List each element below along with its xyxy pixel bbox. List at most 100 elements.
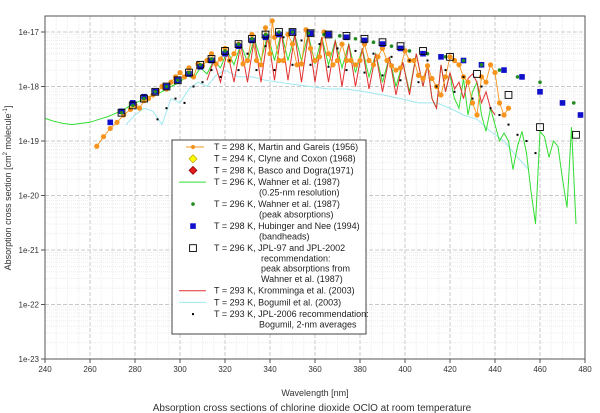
data-point-dot	[337, 34, 342, 38]
data-point-circle	[442, 74, 449, 80]
series-8	[125, 69, 530, 170]
data-point-square	[559, 100, 566, 106]
legend-entry: T = 296 K, Wahner et al. (1987)(peak abs…	[191, 199, 340, 219]
x-tick-label: 360	[308, 365, 322, 374]
legend-label-continued: peak absorptions from	[261, 264, 350, 274]
data-point-circle	[190, 144, 196, 150]
data-point-dot	[497, 68, 502, 72]
legend-entries: T = 298 K, Martin and Gareis (1956) T = 2…	[179, 142, 369, 329]
data-point-circle	[258, 62, 264, 68]
data-point-circle	[240, 61, 246, 67]
data-point-open-square	[396, 42, 405, 51]
data-point-small-dot	[318, 43, 321, 46]
legend-box	[171, 139, 367, 335]
data-point-circle	[217, 56, 224, 62]
data-point-circle	[312, 57, 318, 64]
y-tick-label: 1e-23	[19, 355, 40, 364]
legend-label: T = 293 K, JPL-2006 recommendation:	[214, 309, 369, 319]
data-point-square	[325, 31, 332, 38]
legend-label: T = 293 K, Kromminga et al. (2003)	[214, 286, 355, 296]
data-point-circle	[357, 57, 363, 64]
data-point-circle	[114, 119, 120, 125]
data-point-square	[577, 112, 584, 118]
data-point-circle	[352, 62, 359, 68]
data-point-square	[197, 63, 204, 70]
data-point-circle	[384, 57, 390, 64]
data-point-circle	[177, 69, 183, 76]
data-point-open-square	[536, 123, 544, 131]
series-3	[44, 31, 577, 225]
data-point-circle	[366, 57, 372, 64]
data-point-open-square	[419, 47, 427, 55]
x-tick-label: 240	[38, 365, 52, 374]
legend-label-continued: (peak absorptions)	[259, 209, 334, 219]
legend-entry: T = 294 K, Clyne and Coxon (1968)	[188, 154, 356, 164]
data-point-small-dot	[462, 75, 465, 78]
data-point-square	[222, 50, 228, 57]
data-point-square	[141, 93, 147, 100]
y-axis-title-sup2: -1	[3, 107, 9, 113]
data-point-circle	[276, 57, 282, 64]
x-tick-label: 340	[263, 365, 277, 374]
legend-label-continued: (bandheads)	[259, 231, 310, 241]
data-point-circle	[289, 41, 296, 47]
data-point-open-square	[261, 30, 270, 39]
data-point-small-dot	[489, 107, 492, 110]
data-point-dot	[198, 63, 203, 67]
y-tick-label: 1e-18	[19, 83, 40, 92]
data-point-circle	[465, 79, 471, 85]
x-tick-label: 300	[173, 365, 187, 374]
data-point-circle	[474, 112, 480, 118]
data-point-open-square	[173, 76, 182, 85]
x-tick-label: 380	[353, 365, 367, 374]
data-point-circle	[438, 92, 444, 98]
data-point-small-dot	[228, 59, 231, 62]
y-tick-label: 1e-19	[19, 137, 40, 146]
x-tick-label: 280	[128, 365, 142, 374]
data-point-small-dot	[156, 118, 159, 121]
data-point-small-dot	[291, 63, 294, 66]
y-axis: 1e-17 1e-18 1e-19 1e-20 1e-21 1e-22 1e-23	[19, 28, 45, 364]
data-point-circle	[244, 57, 251, 64]
data-point-circle	[393, 67, 399, 73]
data-point-square	[107, 119, 114, 126]
legend-entry: T = 296 K, Wahner et al. (1987)(0.25-nm …	[179, 177, 340, 197]
chart-title: Absorption cross sections of chlorine di…	[153, 403, 472, 413]
data-point-small-dot	[435, 85, 438, 88]
data-point-open-square	[288, 28, 297, 36]
data-point-small-dot	[480, 85, 483, 88]
data-point-square	[343, 34, 350, 41]
data-point-dot	[277, 30, 281, 34]
data-point-circle	[447, 54, 453, 60]
data-point-circle	[483, 79, 489, 85]
data-point-dot	[290, 30, 295, 34]
data-point-small-dot	[336, 47, 339, 50]
data-point-dot	[571, 101, 576, 105]
data-point-circle	[94, 143, 100, 149]
data-point-circle	[343, 57, 350, 64]
data-point-small-dot	[444, 69, 447, 72]
x-axis-title: Wavelength [nm]	[281, 388, 348, 398]
data-point-dot	[515, 75, 520, 79]
data-point-circle	[280, 57, 287, 64]
data-point-circle	[496, 100, 503, 106]
data-point-square	[438, 54, 444, 60]
data-point-circle	[505, 105, 512, 111]
series-line	[125, 69, 530, 170]
data-point-circle	[267, 51, 273, 57]
x-tick-label: 260	[83, 365, 97, 374]
y-tick-label: 1e-22	[19, 301, 40, 310]
data-point-circle	[487, 62, 494, 68]
data-point-dot	[223, 49, 227, 53]
data-point-square	[307, 30, 314, 37]
data-point-square	[519, 74, 525, 80]
legend-label: T = 296 K, Wahner et al. (1987)	[214, 199, 340, 209]
series-9	[156, 36, 537, 155]
data-point-dot	[164, 84, 169, 89]
data-point-dot	[263, 32, 268, 37]
data-point-circle	[249, 31, 255, 38]
data-point-square	[420, 50, 426, 57]
data-point-small-dot	[417, 81, 420, 84]
data-point-circle	[316, 54, 323, 60]
